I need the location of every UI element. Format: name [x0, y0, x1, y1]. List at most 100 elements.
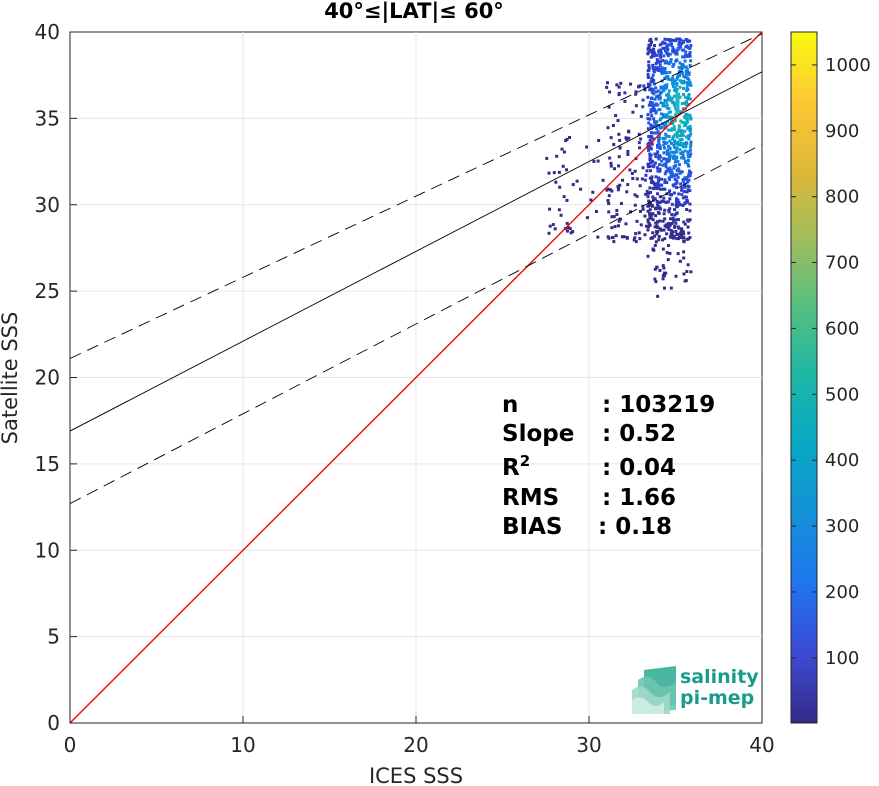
- density-cell: [658, 125, 662, 129]
- density-cell: [661, 40, 665, 44]
- density-cell: [669, 58, 673, 62]
- density-cell: [635, 177, 639, 181]
- density-cell: [646, 117, 650, 121]
- density-cell: [606, 126, 610, 130]
- density-cell: [625, 190, 629, 194]
- density-cell: [667, 244, 671, 248]
- density-cell: [671, 76, 675, 80]
- density-cell: [653, 183, 657, 187]
- density-cell: [651, 73, 655, 77]
- density-cell: [659, 116, 663, 120]
- density-cell: [684, 100, 688, 104]
- density-cell: [647, 50, 651, 54]
- y-tick-label: 30: [35, 193, 60, 217]
- density-cell: [658, 268, 662, 272]
- density-cell: [662, 115, 666, 119]
- density-cell: [684, 45, 688, 49]
- density-cell: [648, 152, 652, 156]
- density-cell: [659, 55, 663, 59]
- density-cell: [687, 219, 691, 223]
- density-cell: [675, 237, 679, 241]
- x-axis: 0 10 20 30 40: [64, 716, 775, 757]
- density-cell: [619, 201, 623, 205]
- density-cell: [647, 66, 651, 70]
- density-cell: [669, 168, 673, 172]
- density-cell: [682, 40, 686, 44]
- x-tick-label: 30: [576, 733, 601, 757]
- density-cell: [613, 167, 617, 171]
- density-cell: [613, 225, 617, 229]
- density-cell: [682, 75, 686, 79]
- density-cell: [653, 182, 657, 186]
- density-cell: [670, 42, 674, 46]
- density-cell: [653, 161, 657, 165]
- density-cell: [659, 51, 663, 55]
- density-cell: [657, 154, 661, 158]
- y-tick-label: 20: [35, 366, 60, 390]
- density-cell: [651, 195, 655, 199]
- density-cell: [646, 113, 650, 117]
- density-cell: [675, 37, 679, 41]
- density-cell: [629, 82, 633, 86]
- density-cell: [677, 128, 681, 132]
- density-cell: [688, 129, 692, 133]
- density-cell: [682, 115, 686, 119]
- density-cell: [657, 238, 661, 242]
- density-cell: [674, 274, 678, 278]
- density-cell: [557, 208, 561, 212]
- density-cell: [668, 97, 672, 101]
- density-cell: [677, 192, 681, 196]
- density-cell: [686, 40, 690, 44]
- density-cell: [688, 46, 692, 50]
- density-cell: [620, 235, 624, 239]
- density-cell: [687, 71, 691, 75]
- density-cell: [677, 65, 681, 69]
- colorbar-tick-label: 100: [825, 648, 859, 669]
- density-cell: [625, 236, 629, 240]
- density-cell: [612, 215, 616, 219]
- density-cell: [610, 226, 614, 230]
- density-cell: [687, 134, 691, 138]
- density-cell: [649, 131, 653, 135]
- density-cell: [666, 43, 670, 47]
- density-cell: [607, 105, 611, 109]
- density-cell: [669, 192, 673, 196]
- density-cell: [609, 188, 613, 192]
- density-cell: [663, 121, 667, 125]
- density-cell: [626, 152, 630, 156]
- density-cell: [644, 192, 648, 196]
- density-cell: [675, 173, 679, 177]
- density-cell: [684, 69, 688, 73]
- density-cell: [683, 195, 687, 199]
- density-cell: [674, 182, 678, 186]
- density-cell: [647, 121, 651, 125]
- density-cell: [648, 139, 652, 143]
- density-cell: [663, 224, 667, 228]
- density-cell: [661, 163, 665, 167]
- density-cell: [651, 212, 655, 216]
- density-cell: [670, 38, 674, 42]
- density-cell: [654, 175, 658, 179]
- density-cell: [652, 47, 656, 51]
- density-cell: [668, 153, 672, 157]
- density-cell: [682, 256, 686, 260]
- density-cell: [683, 149, 687, 153]
- density-cell: [665, 50, 669, 54]
- density-cell: [650, 236, 654, 240]
- density-cell: [645, 169, 649, 173]
- density-cell: [682, 232, 686, 236]
- density-cell: [649, 97, 653, 101]
- density-cell: [686, 155, 690, 159]
- density-cell: [667, 227, 671, 231]
- stat-label: Slope: [502, 421, 574, 447]
- density-cell: [650, 175, 654, 179]
- density-cell: [657, 60, 661, 64]
- stat-label: BIAS: [502, 514, 562, 540]
- density-cell: [654, 280, 658, 284]
- density-cell: [686, 126, 690, 130]
- density-cell: [649, 123, 653, 127]
- density-cell: [652, 70, 656, 74]
- density-cell: [653, 51, 657, 55]
- density-cell: [685, 176, 689, 180]
- density-cell: [684, 74, 688, 78]
